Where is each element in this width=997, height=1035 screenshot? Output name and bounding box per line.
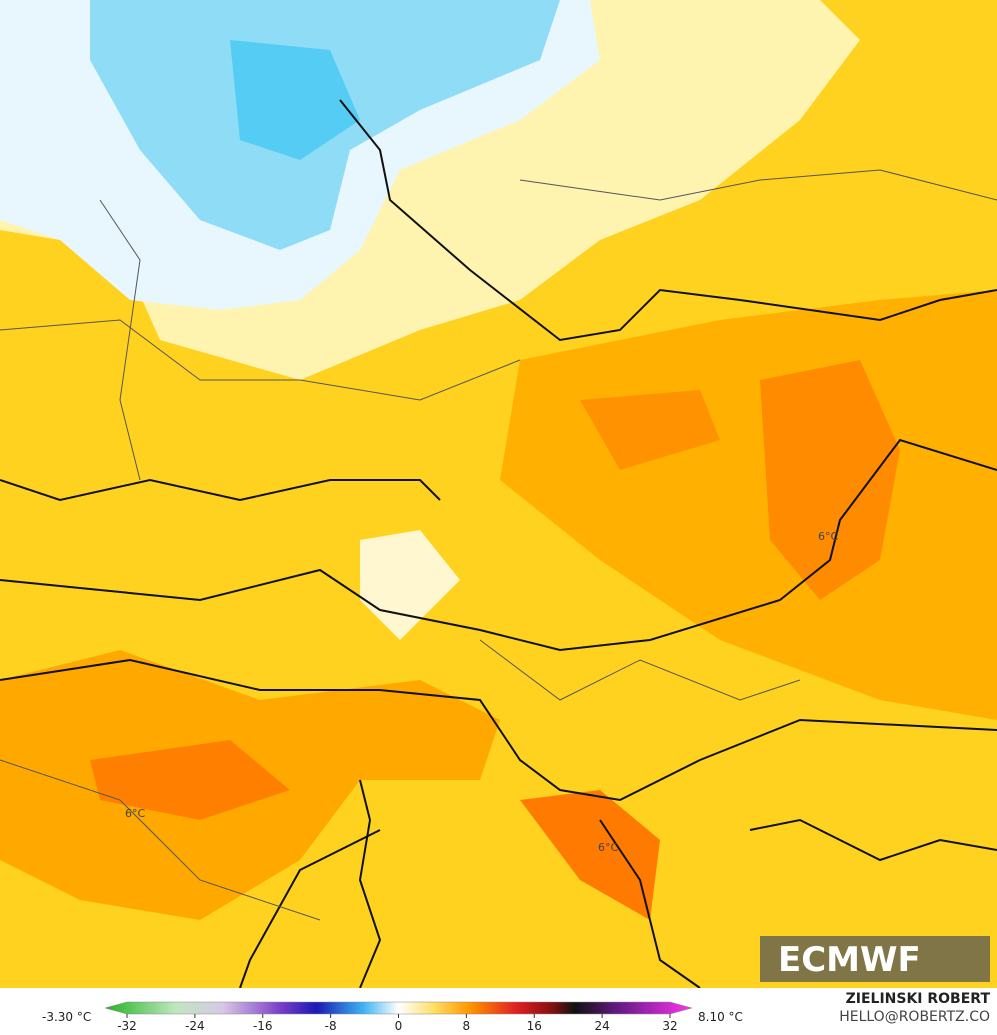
regions: [0, 169, 997, 921]
tick-label: 16: [527, 1019, 542, 1033]
map: 6°C 6°C 6°C ECMWF: [0, 0, 997, 989]
contact: HELLO@ROBERTZ.CO: [839, 1009, 990, 1025]
tick-label: -16: [253, 1019, 273, 1033]
hot-field: [760, 360, 900, 600]
isotherm-label: 6°C: [818, 530, 838, 543]
logo: ECMWF: [778, 940, 921, 980]
tick-label: 0: [395, 1019, 403, 1033]
hot-field: [580, 390, 720, 470]
hot-field: [520, 790, 660, 920]
logo-box: [760, 936, 990, 982]
tick-label: -8: [325, 1019, 337, 1033]
author: ZIELINSKI ROBERT: [846, 991, 991, 1007]
tick-label: 32: [662, 1019, 677, 1033]
borders: [0, 99, 997, 989]
tick-label: -24: [185, 1019, 205, 1033]
colorbar: [104, 1001, 693, 1015]
tick-label: 8: [463, 1019, 471, 1033]
max-label: 8.10 °C: [698, 1010, 743, 1024]
hot-field: [90, 740, 290, 820]
min-label: -3.30 °C: [42, 1010, 91, 1024]
tick-label: 24: [594, 1019, 609, 1033]
tick-label: -32: [117, 1019, 137, 1033]
colorbar-ticks: -32 -24 -16 -8 0 8 16 24 32: [117, 1014, 678, 1033]
cold-core: [230, 40, 360, 160]
isotherm-label: 6°C: [598, 841, 618, 854]
light-field: [360, 530, 460, 640]
isotherm-label: 6°C: [125, 807, 145, 820]
